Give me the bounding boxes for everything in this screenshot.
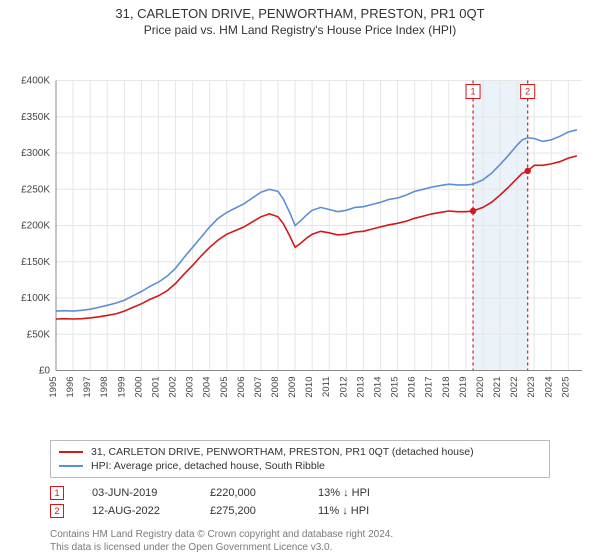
svg-text:2000: 2000: [133, 377, 144, 398]
svg-text:2003: 2003: [185, 377, 196, 398]
svg-text:£400K: £400K: [21, 76, 50, 87]
legend-swatch: [59, 451, 83, 453]
marker-price: £220,000: [210, 487, 290, 499]
svg-text:2011: 2011: [321, 377, 332, 397]
svg-text:£350K: £350K: [21, 112, 50, 123]
marker-badge: 1: [50, 486, 64, 500]
svg-text:2015: 2015: [390, 377, 401, 398]
svg-text:2004: 2004: [202, 377, 213, 398]
svg-text:2013: 2013: [355, 377, 366, 398]
footer-attribution: Contains HM Land Registry data © Crown c…: [50, 528, 550, 554]
svg-text:1997: 1997: [82, 377, 93, 398]
legend-row: 31, CARLETON DRIVE, PENWORTHAM, PRESTON,…: [59, 445, 541, 459]
svg-text:2008: 2008: [270, 377, 281, 398]
footer-line-1: Contains HM Land Registry data © Crown c…: [50, 528, 550, 541]
title-block: 31, CARLETON DRIVE, PENWORTHAM, PRESTON,…: [0, 0, 600, 39]
marker-row: 2 12-AUG-2022 £275,200 11% ↓ HPI: [50, 502, 550, 520]
svg-text:2017: 2017: [424, 377, 435, 398]
svg-text:£150K: £150K: [21, 257, 50, 268]
line-chart-svg: £0 £50K £100K £150K £200K £250K £300K £350K £400…: [10, 39, 590, 436]
svg-text:1996: 1996: [65, 377, 76, 398]
svg-text:£0: £0: [39, 366, 51, 377]
marker-delta: 13% ↓ HPI: [318, 487, 370, 499]
svg-text:1995: 1995: [48, 377, 59, 398]
svg-text:2007: 2007: [253, 377, 264, 398]
svg-text:2020: 2020: [475, 377, 486, 398]
svg-text:2009: 2009: [287, 377, 298, 398]
chart-area: £0 £50K £100K £150K £200K £250K £300K £350K £400…: [0, 39, 600, 436]
svg-text:£250K: £250K: [21, 184, 50, 195]
svg-text:£50K: £50K: [27, 329, 51, 340]
svg-text:1998: 1998: [99, 377, 110, 398]
svg-text:2005: 2005: [219, 377, 230, 398]
svg-text:2019: 2019: [458, 377, 469, 398]
svg-text:2022: 2022: [509, 377, 520, 398]
svg-text:2001: 2001: [150, 377, 161, 398]
svg-text:£300K: £300K: [21, 148, 50, 159]
svg-text:2024: 2024: [543, 377, 554, 398]
legend-row: HPI: Average price, detached house, Sout…: [59, 459, 541, 473]
legend-swatch: [59, 465, 83, 467]
svg-text:1999: 1999: [116, 377, 127, 398]
marker-date: 03-JUN-2019: [92, 487, 182, 499]
marker-price: £275,200: [210, 505, 290, 517]
legend-box: 31, CARLETON DRIVE, PENWORTHAM, PRESTON,…: [50, 440, 550, 478]
svg-text:2016: 2016: [407, 377, 418, 398]
svg-text:2018: 2018: [441, 377, 452, 398]
svg-text:2025: 2025: [560, 377, 571, 398]
svg-text:£100K: £100K: [21, 293, 50, 304]
marker-date: 12-AUG-2022: [92, 505, 182, 517]
marker-delta: 11% ↓ HPI: [318, 505, 369, 517]
svg-text:2010: 2010: [304, 377, 315, 398]
svg-text:2023: 2023: [526, 377, 537, 398]
page-title: 31, CARLETON DRIVE, PENWORTHAM, PRESTON,…: [10, 6, 590, 21]
chart-container: 31, CARLETON DRIVE, PENWORTHAM, PRESTON,…: [0, 0, 600, 560]
legend-label: 31, CARLETON DRIVE, PENWORTHAM, PRESTON,…: [91, 446, 474, 458]
page-subtitle: Price paid vs. HM Land Registry's House …: [10, 23, 590, 37]
svg-text:£200K: £200K: [21, 221, 50, 232]
svg-text:1: 1: [471, 87, 476, 97]
footer-line-2: This data is licensed under the Open Gov…: [50, 541, 550, 554]
svg-text:2021: 2021: [492, 377, 503, 398]
marker-table: 1 03-JUN-2019 £220,000 13% ↓ HPI 2 12-AUG-202…: [50, 484, 550, 520]
svg-text:2: 2: [525, 87, 530, 97]
svg-text:2012: 2012: [338, 377, 349, 398]
svg-text:2014: 2014: [372, 377, 383, 398]
marker-badge: 2: [50, 504, 64, 518]
legend-label: HPI: Average price, detached house, Sout…: [91, 460, 325, 472]
svg-text:2002: 2002: [168, 377, 179, 398]
marker-row: 1 03-JUN-2019 £220,000 13% ↓ HPI: [50, 484, 550, 502]
svg-text:2006: 2006: [236, 377, 247, 398]
